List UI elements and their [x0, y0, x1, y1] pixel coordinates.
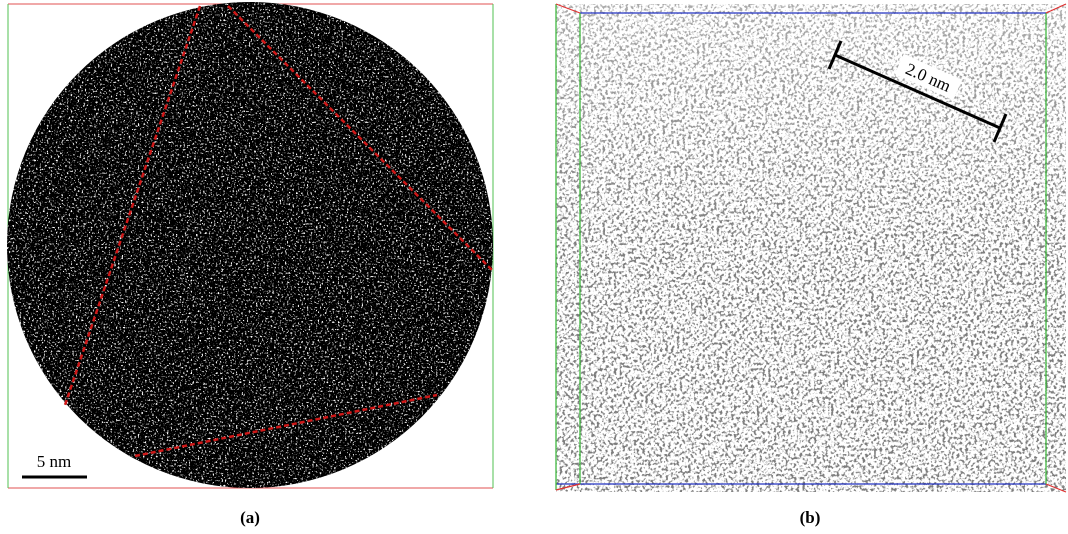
fade — [556, 4, 1066, 254]
caption: (b) — [800, 508, 821, 527]
scale-bar-label: 5 nm — [37, 452, 71, 471]
page: {"panels": [ {"scale_bar": "5 nm", "capt… — [0, 0, 1068, 534]
atom-texture — [7, 2, 493, 488]
figure: 5 nm (a) 2.0 nm (b) — [0, 0, 1068, 534]
caption: (a) — [240, 508, 260, 527]
panel-b: 2.0 nm (b) — [556, 4, 1066, 527]
panel-a: 5 nm (a) — [7, 2, 493, 527]
